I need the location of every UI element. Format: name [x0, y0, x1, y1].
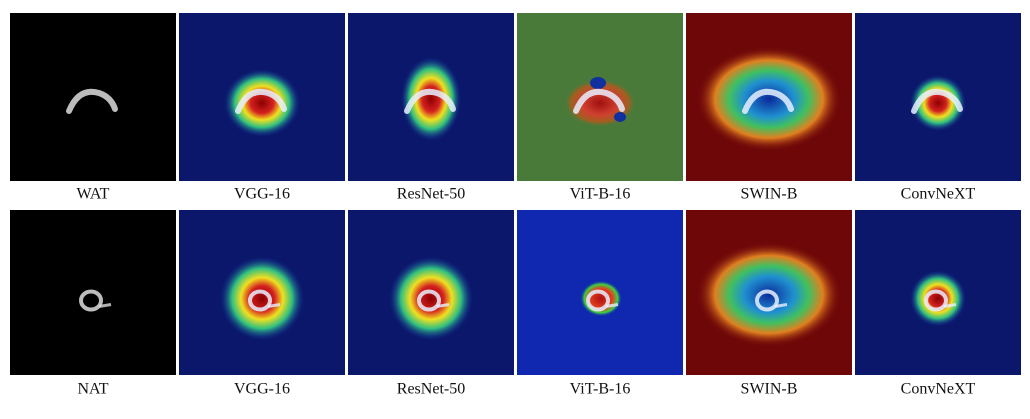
tissue	[605, 303, 619, 308]
heatmap-panel	[348, 210, 514, 375]
heatmap-panel	[348, 13, 514, 181]
heatmap-panel	[517, 13, 683, 181]
tissue	[911, 88, 963, 114]
panel-caption: VGG-16	[234, 186, 290, 203]
tissue	[98, 303, 112, 308]
heat-blob	[697, 242, 841, 347]
heat-blob	[910, 75, 966, 131]
panel-caption: WAT	[77, 186, 110, 203]
panel-caption: VGG-16	[234, 381, 290, 398]
heat-blob	[910, 270, 966, 327]
tissue	[924, 289, 948, 312]
panel-background	[10, 13, 176, 181]
panel-caption: ConvNeXT	[901, 381, 976, 398]
heatmap-panel	[855, 210, 1021, 375]
panel-caption: ConvNeXT	[901, 186, 976, 203]
tissue	[943, 303, 957, 308]
tissue	[436, 303, 450, 308]
tissue	[235, 88, 287, 114]
heat-blob	[697, 47, 841, 151]
heatmap-panel	[686, 13, 852, 181]
tissue	[755, 289, 779, 312]
tissue	[66, 88, 118, 114]
tissue	[248, 289, 272, 312]
tissue	[417, 289, 441, 312]
heat-blob	[401, 57, 461, 141]
heat-blob	[389, 256, 473, 341]
heat-spot	[614, 112, 626, 122]
panel-caption: ResNet-50	[397, 381, 465, 398]
panel-caption: NAT	[77, 381, 108, 398]
panel-caption: ViT-B-16	[570, 381, 631, 398]
heatmap-panel	[179, 210, 345, 375]
tissue	[404, 88, 456, 114]
heat-blob	[224, 69, 300, 137]
tissue	[774, 303, 788, 308]
heatmap-panel	[686, 210, 852, 375]
heat-spot	[590, 77, 606, 89]
tissue	[267, 303, 281, 308]
heat-blob	[220, 256, 304, 341]
panel-caption: ViT-B-16	[570, 186, 631, 203]
tissue	[742, 88, 794, 114]
heatmap-panel	[179, 13, 345, 181]
tissue	[79, 289, 103, 312]
tissue	[573, 88, 625, 114]
heatmap-panel	[855, 13, 1021, 181]
panel-caption: SWIN-B	[741, 381, 798, 398]
tissue	[586, 289, 610, 312]
panel-caption: ResNet-50	[397, 186, 465, 203]
panel-caption: SWIN-B	[741, 186, 798, 203]
heatmap-panel	[10, 13, 176, 181]
heatmap-panel	[517, 210, 683, 375]
heatmap-panel	[10, 210, 176, 375]
